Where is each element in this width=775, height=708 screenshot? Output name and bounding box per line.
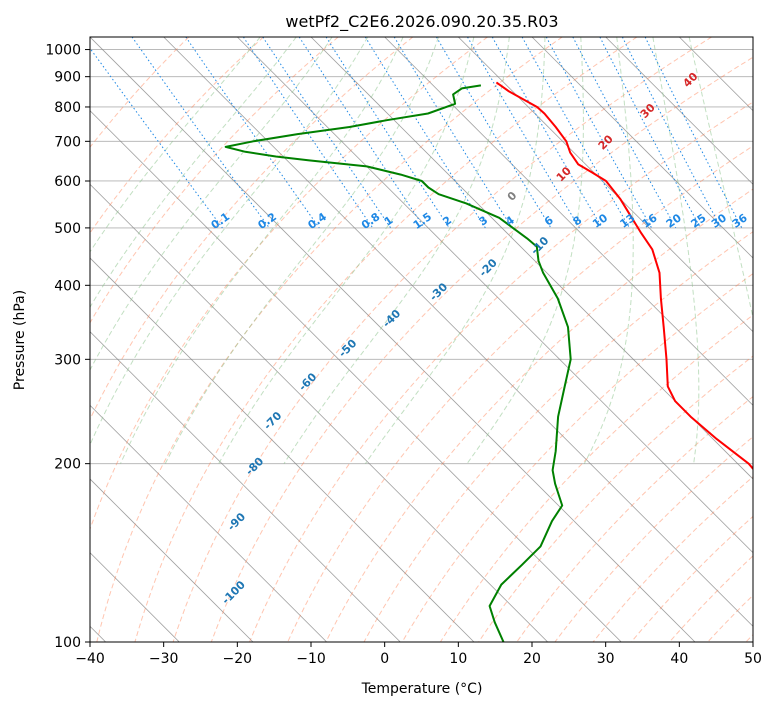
moist-adiabat-line [90,37,369,447]
mixing-ratio-line [644,37,743,229]
moist-adiabat-line [90,37,297,309]
y-tick-label: 100 [54,635,81,651]
mixing-ratio-line [262,37,392,229]
dry-adiabat-line [516,395,753,642]
x-tick-label: −40 [75,651,105,667]
y-tick-label: 1000 [45,43,81,59]
x-tick-label: −20 [223,651,253,667]
dry-adiabat-line [90,37,264,234]
isotherm-line [237,37,753,554]
sounding-profiles [224,81,753,642]
dry-adiabat-line [401,273,753,642]
dry-adiabats [90,37,753,642]
dry-adiabat-line [210,56,753,642]
dry-adiabat-line [439,314,753,642]
mixing-ratio-line [572,37,677,229]
y-tick-label: 400 [54,278,81,294]
x-tick-label: −30 [149,651,179,667]
dry-adiabat-line [90,37,190,148]
mixing-ratio-line [545,37,653,229]
skewed-isotherms [90,37,753,642]
isotherm-line [384,37,753,406]
moist-adiabat-line [364,37,546,464]
mixing-ratio-lines [90,37,743,229]
isotherm-line [605,37,753,185]
x-tick-label: 10 [449,651,467,667]
y-tick-label: 600 [54,174,81,190]
dewpoint-profile-line [224,84,572,642]
x-tick-label: 40 [670,651,688,667]
isotherm-line [90,110,622,642]
dry-adiabat-line [90,37,488,531]
isotherm-line [310,37,753,480]
y-tick-label: 500 [54,221,81,237]
moist-adiabat-line [120,37,404,464]
mixing-ratio-line [521,37,630,229]
dry-adiabat-line [249,101,753,642]
dry-adiabat-line [172,37,712,642]
x-tick-label: 20 [523,651,541,667]
isotherm-line [90,257,475,642]
isotherm-line [163,37,753,627]
dry-adiabat-line [90,37,339,324]
moist-adiabat-line [164,37,439,464]
isotherm-line [531,37,753,259]
isotherm-line [90,183,548,642]
temperature-profile-line [495,81,753,471]
dry-adiabat-line [134,37,638,642]
plot-frame [89,36,754,643]
moist-adiabat-line [283,37,510,464]
mixing-ratio-line [325,37,450,229]
x-axis-label: Temperature (°C) [361,681,483,697]
moist-adiabat-line [652,37,700,464]
mixing-ratio-line [90,47,223,229]
x-tick-label: 30 [597,651,615,667]
y-axis-ticks: 100 200 300 400 500 600 700 800 900 1000 [45,43,90,651]
moist-adiabat-line [583,37,634,464]
dry-adiabat-line [325,188,753,642]
isotherm-line [90,37,696,642]
isotherm-line [90,331,401,642]
y-axis-label: Pressure (hPa) [12,290,28,390]
y-tick-label: 900 [54,70,81,86]
mixing-ratio-line [131,37,270,229]
isotherm-line [90,404,327,642]
x-tick-label: −10 [296,651,326,667]
dry-adiabat-line [96,37,563,642]
mixing-ratio-line [393,37,513,229]
x-axis-ticks: −40 −30 −20 −10 0 10 20 30 40 50 [75,642,762,667]
isotherm-line [90,478,254,642]
isotherm-line [458,37,753,333]
y-tick-label: 200 [54,457,81,473]
dry-adiabat-line [90,37,414,421]
moist-adiabat-line [688,37,753,321]
chart-title: wetPf2_C2E6.2026.090.20.35.R03 [285,12,558,32]
moist-adiabat-line [90,37,261,253]
y-tick-label: 300 [54,352,81,368]
mixing-ratio-line [242,37,374,229]
mixing-ratio-line [185,37,320,229]
x-tick-label: 0 [380,651,389,667]
mixing-ratio-line [298,37,425,229]
y-tick-label: 700 [54,134,81,150]
y-tick-label: 800 [54,100,81,116]
x-tick-label: 50 [744,651,762,667]
